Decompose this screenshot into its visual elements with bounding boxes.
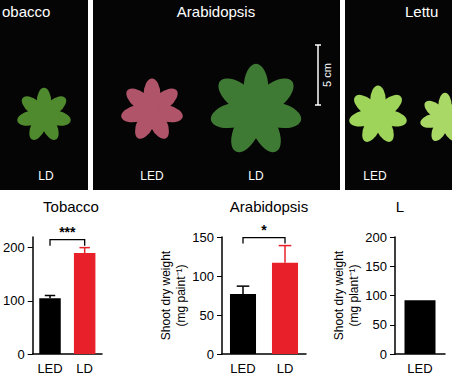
svg-text:(mg paint⁻¹): (mg paint⁻¹) xyxy=(174,264,188,326)
svg-text:0: 0 xyxy=(380,347,387,362)
svg-text:100: 100 xyxy=(192,269,214,284)
svg-text:100: 100 xyxy=(365,288,387,303)
svg-text:5 cm: 5 cm xyxy=(321,63,333,87)
svg-text:(mg plant⁻¹): (mg plant⁻¹) xyxy=(347,264,361,326)
svg-text:200: 200 xyxy=(365,230,387,245)
svg-text:200: 200 xyxy=(3,240,25,255)
svg-text:Shoot dry weight: Shoot dry weight xyxy=(159,250,173,340)
svg-text:LED: LED xyxy=(363,169,387,183)
svg-text:obacco: obacco xyxy=(2,3,50,20)
svg-text:L: L xyxy=(396,198,404,215)
svg-text:Shoot dry weight: Shoot dry weight xyxy=(332,250,346,340)
svg-text:100: 100 xyxy=(3,293,25,308)
svg-text:LED: LED xyxy=(230,361,255,376)
svg-text:Arabidopsis: Arabidopsis xyxy=(230,198,308,215)
svg-text:Arabidopsis: Arabidopsis xyxy=(177,3,255,20)
svg-text:LD: LD xyxy=(277,361,294,376)
svg-text:***: *** xyxy=(59,224,76,240)
svg-text:LED: LED xyxy=(140,169,164,183)
svg-text:LED: LED xyxy=(407,361,432,376)
svg-text:0: 0 xyxy=(17,347,24,362)
svg-text:LED: LED xyxy=(37,361,62,376)
svg-text:LD: LD xyxy=(248,169,264,183)
svg-text:0: 0 xyxy=(207,347,214,362)
svg-text:150: 150 xyxy=(192,230,214,245)
svg-text:150: 150 xyxy=(365,259,387,274)
svg-text:LD: LD xyxy=(38,169,54,183)
svg-text:Lettu: Lettu xyxy=(405,3,438,20)
svg-text:50: 50 xyxy=(373,317,387,332)
svg-text:Tobacco: Tobacco xyxy=(43,198,99,215)
svg-text:LD: LD xyxy=(76,361,93,376)
svg-text:50: 50 xyxy=(200,308,214,323)
svg-text:*: * xyxy=(261,222,267,238)
